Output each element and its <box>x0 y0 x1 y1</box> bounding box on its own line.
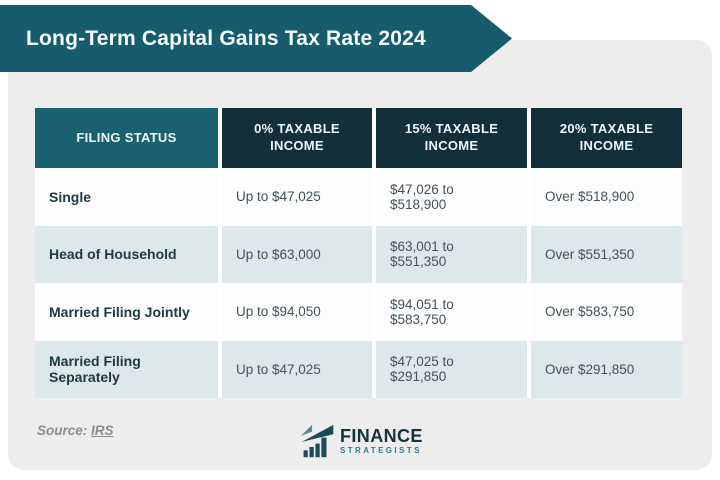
table-cell-status: Married Filing Jointly <box>35 283 218 341</box>
source-link-irs[interactable]: IRS <box>91 423 114 438</box>
page-title: Long-Term Capital Gains Tax Rate 2024 <box>26 26 426 50</box>
table-cell-0pct: Up to $94,050 <box>222 283 372 341</box>
table-cell-20pct: Over $551,350 <box>531 225 682 283</box>
table-cell-20pct: Over $291,850 <box>531 340 682 398</box>
table-cell-15pct: $47,026 to $518,900 <box>376 168 527 226</box>
tax-rate-table: FILING STATUS 0% TAXABLE INCOME 15% TAXA… <box>35 108 682 398</box>
column-header-15-percent: 15% TAXABLE INCOME <box>376 108 527 168</box>
table-cell-0pct: Up to $47,025 <box>222 340 372 398</box>
table-cell-15pct: $63,001 to $551,350 <box>376 225 527 283</box>
column-header-filing-status: FILING STATUS <box>35 108 218 168</box>
logo-wordmark: FINANCE STRATEGISTS <box>340 427 423 455</box>
logo-subname: STRATEGISTS <box>340 446 422 455</box>
table-cell-0pct: Up to $63,000 <box>222 225 372 283</box>
table-cell-status: Head of Household <box>35 225 218 283</box>
title-banner: Long-Term Capital Gains Tax Rate 2024 <box>0 5 512 72</box>
table-cell-status: Single <box>35 168 218 226</box>
column-header-20-percent: 20% TAXABLE INCOME <box>531 108 682 168</box>
source-note: Source: IRS <box>37 423 114 438</box>
column-header-0-percent: 0% TAXABLE INCOME <box>222 108 372 168</box>
logo-name: FINANCE <box>340 426 423 446</box>
table-cell-15pct: $47,025 to $291,850 <box>376 340 527 398</box>
table-cell-status: Married Filing Separately <box>35 340 218 398</box>
table-cell-20pct: Over $583,750 <box>531 283 682 341</box>
table-cell-20pct: Over $518,900 <box>531 168 682 226</box>
source-label: Source: <box>37 423 88 438</box>
bar-chart-flag-icon <box>301 424 335 463</box>
finance-strategists-logo: FINANCE STRATEGISTS <box>301 424 423 463</box>
table-cell-15pct: $94,051 to $583,750 <box>376 283 527 341</box>
table-cell-0pct: Up to $47,025 <box>222 168 372 226</box>
